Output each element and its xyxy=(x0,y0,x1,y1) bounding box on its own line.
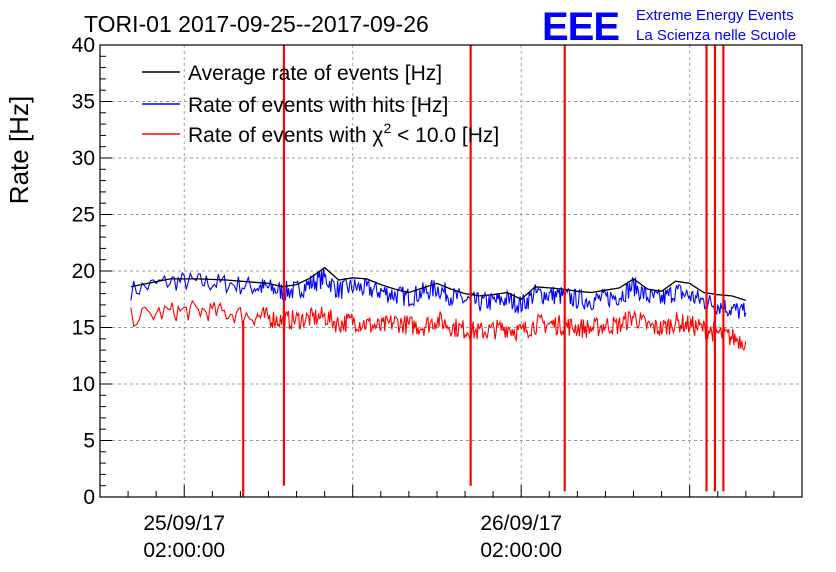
eee-logo: EEE Extreme Energy Events La Scienza nel… xyxy=(542,5,796,49)
y-tick-label: 25 xyxy=(72,204,95,227)
y-tick-label: 30 xyxy=(72,147,95,170)
y-tick-label: 0 xyxy=(83,486,95,509)
x-tick-label-date: 26/09/17 xyxy=(480,512,562,535)
y-tick-label: 10 xyxy=(72,373,95,396)
logo-line1: Extreme Energy Events xyxy=(636,7,794,24)
legend-label-chi2: Rate of events with χ2 < 10.0 [Hz] xyxy=(188,120,499,147)
y-axis-label: Rate [Hz] xyxy=(4,96,34,204)
series-group xyxy=(130,45,747,497)
logo-line2: La Scienza nelle Scuole xyxy=(636,27,796,44)
x-tick-label-time: 02:00:00 xyxy=(143,539,225,562)
series-average-line xyxy=(130,266,746,302)
y-tick-label: 15 xyxy=(72,317,95,340)
legend-label-chi2-main: Rate of events with χ xyxy=(188,124,383,147)
legend-label-hits: Rate of events with hits [Hz] xyxy=(188,94,448,117)
legend-label-chi2-sup: 2 xyxy=(383,120,391,136)
logo-mark: EEE xyxy=(542,5,619,49)
legend-label-chi2-tail: < 10.0 [Hz] xyxy=(391,124,499,147)
x-tick-label-time: 02:00:00 xyxy=(480,539,562,562)
y-tick-label: 5 xyxy=(83,430,95,453)
x-tick-label-date: 25/09/17 xyxy=(143,512,225,535)
y-tick-label: 40 xyxy=(72,34,95,57)
legend-label-average: Average rate of events [Hz] xyxy=(188,62,442,85)
grid xyxy=(100,45,802,497)
y-tick-label: 35 xyxy=(72,91,95,114)
x-axis: 25/09/17 02:00:00 26/09/17 02:00:00 xyxy=(127,485,803,562)
y-axis: 0 5 10 15 20 25 30 35 40 xyxy=(72,34,112,509)
legend: Average rate of events [Hz] Rate of even… xyxy=(142,62,499,147)
y-tick-label: 20 xyxy=(72,260,95,283)
series-chi2-line xyxy=(130,299,747,351)
chart-title: TORI-01 2017-09-25--2017-09-26 xyxy=(84,11,429,37)
